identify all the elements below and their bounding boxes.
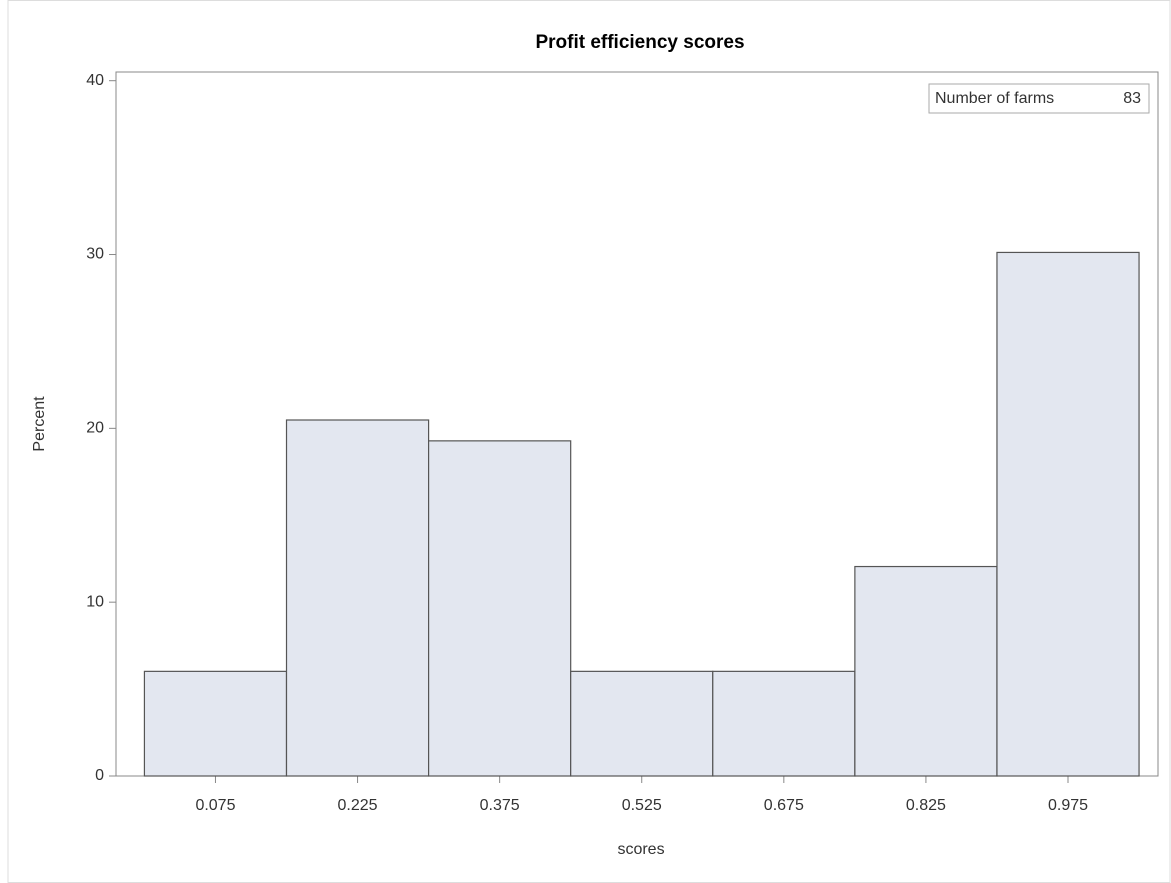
y-axis-label: Percent	[31, 396, 48, 452]
x-tick-label: 0.225	[338, 797, 378, 814]
inset-box	[928, 83, 1150, 114]
x-axis-label: scores	[617, 841, 664, 858]
y-tick-label: 30	[86, 246, 104, 263]
x-tick-label: 0.675	[764, 797, 804, 814]
x-tick-label: 0.975	[1048, 797, 1088, 814]
x-tick-label: 0.375	[480, 797, 520, 814]
bar	[285, 419, 430, 777]
x-tick-label: 0.825	[906, 797, 946, 814]
inset-label: Number of farms	[935, 90, 1054, 107]
inset-value: 83	[1123, 90, 1141, 107]
y-tick-label: 40	[86, 72, 104, 89]
bar	[143, 670, 288, 777]
y-tick-label: 20	[86, 420, 104, 437]
chart-title: Profit efficiency scores	[535, 32, 744, 53]
y-tick-label: 10	[86, 593, 104, 610]
bar	[996, 251, 1140, 777]
bar	[428, 440, 572, 777]
x-tick-label: 0.525	[622, 797, 662, 814]
y-tick-label: 0	[95, 767, 104, 784]
bar	[570, 670, 714, 777]
bar	[712, 670, 856, 777]
bar	[854, 565, 998, 777]
x-tick-label: 0.075	[195, 797, 235, 814]
